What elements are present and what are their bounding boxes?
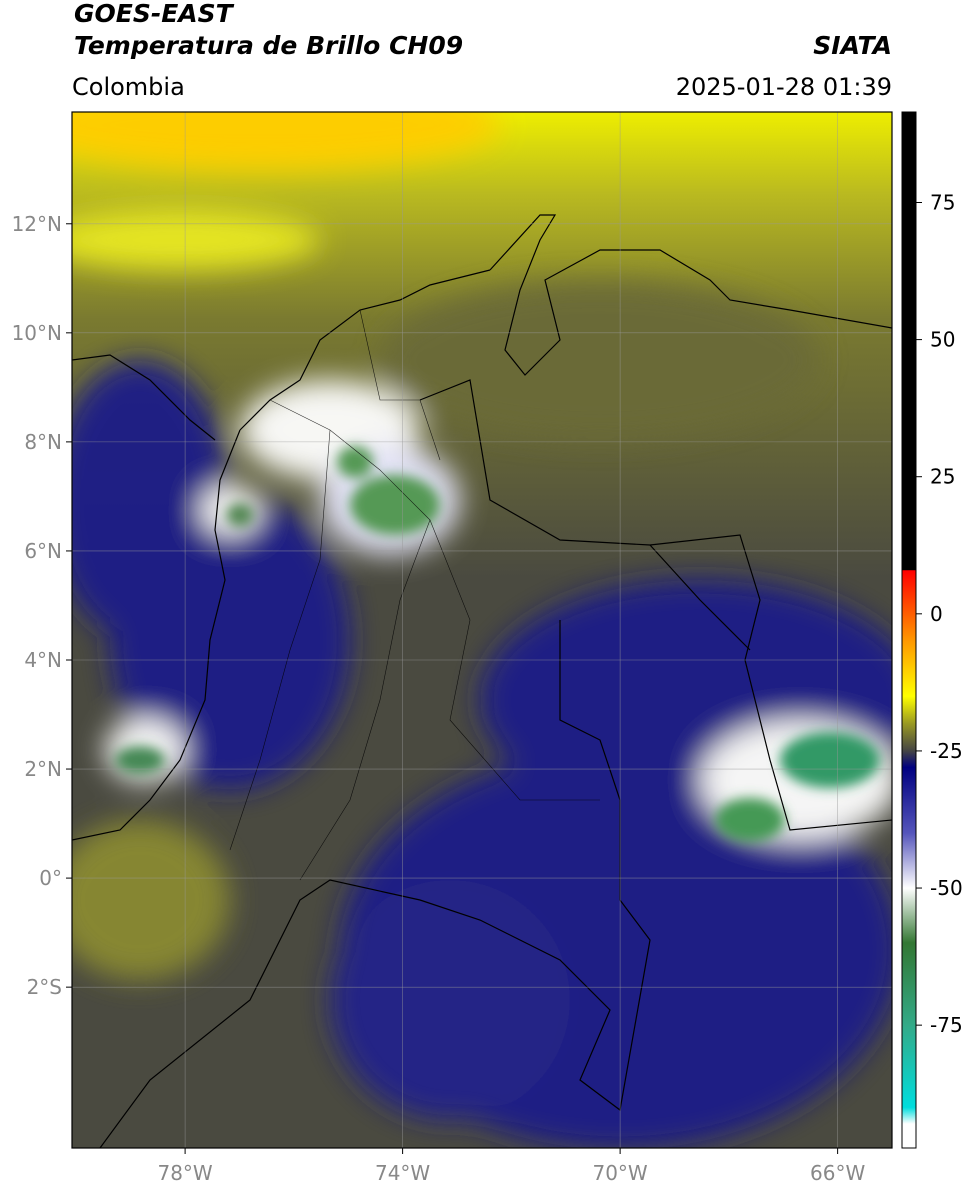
y-tick-label: 6°N <box>24 539 62 563</box>
colorbar-tick-label: 0 <box>930 602 943 626</box>
colorbar-tick-label: -50 <box>930 876 963 900</box>
x-tick-label: 70°W <box>592 1161 647 1185</box>
colorbar-tick-label: 50 <box>930 328 955 352</box>
x-tick-label: 66°W <box>810 1161 865 1185</box>
region: Colombia <box>72 73 185 101</box>
title: GOES-EAST <box>74 0 235 28</box>
map-frame <box>71 111 893 1149</box>
y-tick-label: 10°N <box>12 321 62 345</box>
x-tick-label: 74°W <box>375 1161 430 1185</box>
subtitle: Temperatura de Brillo CH09 <box>74 31 463 60</box>
y-tick-label: 2°N <box>24 757 62 781</box>
colorbar-tick-label: -75 <box>930 1013 963 1037</box>
x-tick-label: 78°W <box>157 1161 212 1185</box>
satellite-image <box>72 112 892 1148</box>
y-tick-label: 8°N <box>24 430 62 454</box>
y-tick-label: 0° <box>39 866 62 890</box>
colorbar <box>901 111 917 1149</box>
graticule <box>72 112 892 1148</box>
y-tick-label: 12°N <box>12 212 62 236</box>
datetime: 2025-01-28 01:39 <box>676 73 892 101</box>
source: SIATA <box>813 31 892 60</box>
colorbar-tick-label: -25 <box>930 739 963 763</box>
colorbar-tick-label: 75 <box>930 190 955 214</box>
y-tick-label: 2°S <box>27 975 62 999</box>
y-tick-label: 4°N <box>24 648 62 672</box>
colorbar-tick-label: 25 <box>930 465 955 489</box>
